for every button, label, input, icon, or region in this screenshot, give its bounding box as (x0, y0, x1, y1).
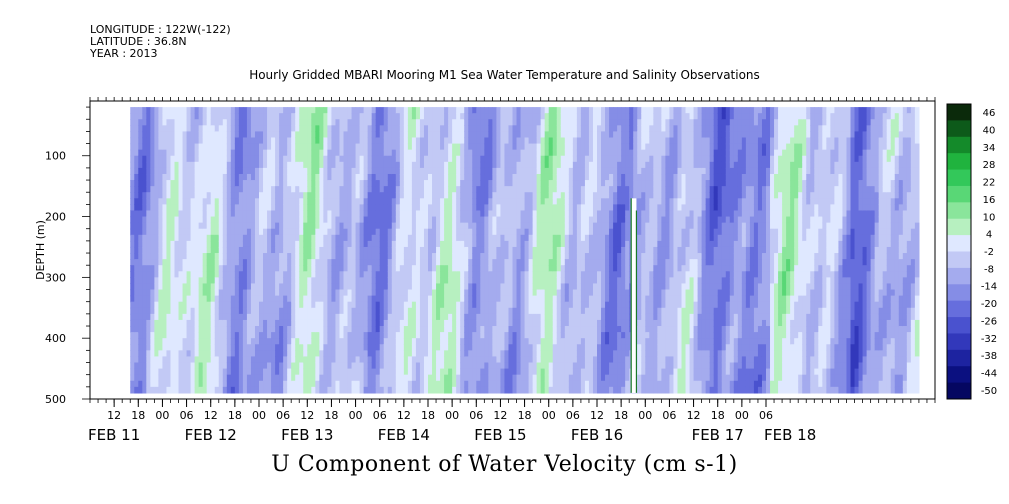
colorbar-label: -8 (984, 264, 994, 275)
colorbar-swatch (947, 251, 971, 269)
x-day-label: FEB 17 (692, 426, 744, 444)
colorbar-swatch (947, 169, 971, 187)
colorbar-swatch (947, 267, 971, 285)
x-hour-tick-label: 06 (662, 409, 676, 422)
colorbar-label: -32 (981, 334, 997, 345)
colorbar-label: 40 (983, 126, 996, 137)
x-hour-tick-label: 00 (445, 409, 459, 422)
colorbar-swatch (947, 202, 971, 220)
x-hour-tick-label: 12 (493, 409, 507, 422)
x-hour-tick-label: 18 (421, 409, 435, 422)
colorbar-label: -38 (981, 351, 997, 362)
colorbar-label: -50 (981, 386, 997, 397)
colorbar-label: -44 (981, 368, 997, 379)
x-day-label: FEB 12 (185, 426, 237, 444)
colorbar-label: 46 (983, 108, 996, 119)
y-tick-label: 500 (45, 393, 66, 406)
x-day-label: FEB 16 (571, 426, 623, 444)
x-hour-tick-label: 06 (276, 409, 290, 422)
x-hour-tick-label: 06 (180, 409, 194, 422)
x-hour-tick-label: 00 (638, 409, 652, 422)
y-tick-label: 400 (45, 332, 66, 345)
axes: 12 18 00 06 12 18 00 06 12 18 00 06 12 18 00 06 12 18 00 06… (34, 97, 936, 444)
colorbar-swatch (947, 120, 971, 138)
plot-frame (89, 100, 936, 400)
x-hour-tick-label: 18 (324, 409, 338, 422)
x-hour-tick-label: 18 (518, 409, 532, 422)
colorbar-swatch (947, 366, 971, 384)
colorbar-swatch (947, 218, 971, 236)
x-hour-tick-label: 18 (711, 409, 725, 422)
colorbar-swatch (947, 153, 971, 171)
colorbar-swatch (947, 333, 971, 351)
colorbar-label: -20 (981, 299, 997, 310)
longitude-label: LONGITUDE : 122W(-122) (90, 23, 231, 36)
x-hour-tick-label: 06 (373, 409, 387, 422)
colorbar-label: -26 (981, 316, 997, 327)
y-tick-label: 200 (45, 211, 66, 224)
colorbar-label: 10 (983, 212, 996, 223)
colorbar-swatch (947, 104, 971, 121)
x-hour-tick-label: 06 (759, 409, 773, 422)
latitude-label: LATITUDE : 36.8N (90, 35, 187, 48)
colorbar-label: 34 (983, 143, 996, 154)
colorbar-label: 16 (983, 195, 996, 206)
colorbar-swatch (947, 235, 971, 252)
x-hour-tick-label: 18 (131, 409, 145, 422)
plot-area (130, 107, 920, 394)
x-hour-tick-label: 00 (252, 409, 266, 422)
colorbar-swatch (947, 382, 971, 400)
x-hour-tick-label: 00 (735, 409, 749, 422)
x-hour-tick-label: 00 (155, 409, 169, 422)
colorbar: 46 40 34 28 22 16 10 4 -2 -8 -14 -20 -26 -32 -38 -44 -50 (946, 103, 997, 400)
x-hour-tick-label: 12 (590, 409, 604, 422)
x-hour-tick-label: 18 (614, 409, 628, 422)
data-gap (631, 198, 637, 393)
colorbar-label: -2 (984, 247, 994, 258)
x-day-label: FEB 18 (764, 426, 816, 444)
colorbar-label: -14 (981, 282, 997, 293)
x-hour-tick-label: 06 (469, 409, 483, 422)
x-hour-tick-label: 12 (687, 409, 701, 422)
colorbar-label: 28 (983, 160, 996, 171)
colorbar-swatch (947, 317, 971, 334)
x-hour-tick-label: 12 (397, 409, 411, 422)
y-tick-label: 300 (45, 271, 66, 284)
x-axis-title: U Component of Water Velocity (cm s-1) (271, 452, 738, 477)
year-label: YEAR : 2013 (90, 47, 158, 60)
x-hour-tick-label: 12 (300, 409, 314, 422)
x-day-label: FEB 15 (474, 426, 526, 444)
colorbar-swatch (947, 284, 971, 302)
y-axis-title: DEPTH (m) (34, 220, 47, 280)
x-hour-tick-label: 00 (542, 409, 556, 422)
x-day-label: FEB 13 (281, 426, 333, 444)
x-day-label: FEB 14 (378, 426, 430, 444)
y-tick-label: 100 (45, 150, 66, 163)
colorbar-swatch (947, 349, 971, 367)
x-day-label: FEB 11 (88, 426, 140, 444)
x-hour-tick-label: 18 (228, 409, 242, 422)
colorbar-swatch (947, 300, 971, 318)
colorbar-swatch (947, 185, 971, 203)
chart-title: Hourly Gridded MBARI Mooring M1 Sea Wate… (249, 68, 760, 82)
colorbar-label: 4 (986, 230, 992, 241)
colorbar-swatch (947, 136, 971, 154)
x-hour-tick-label: 12 (204, 409, 218, 422)
x-hour-tick-label: 12 (107, 409, 121, 422)
x-hour-tick-label: 00 (349, 409, 363, 422)
colorbar-label: 22 (983, 178, 996, 189)
x-hour-tick-label: 06 (566, 409, 580, 422)
